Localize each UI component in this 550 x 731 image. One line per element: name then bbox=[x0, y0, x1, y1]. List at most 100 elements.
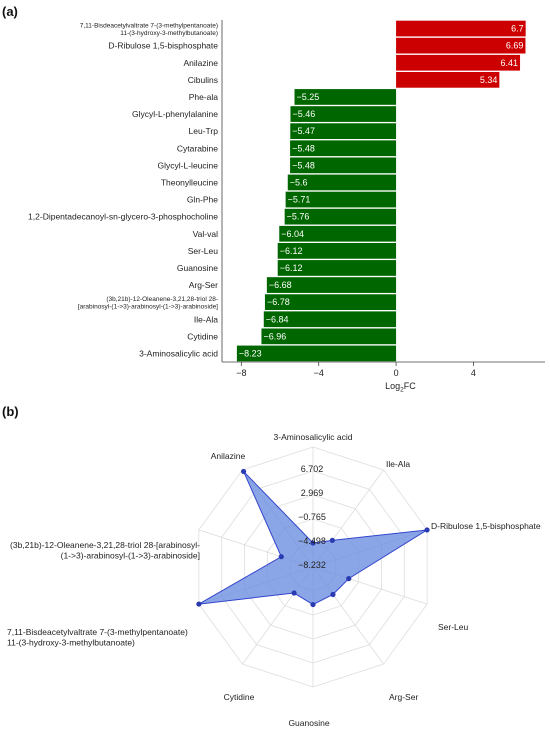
radar-axis-label: 11-(3-hydroxy-3-methylbutanoate) bbox=[7, 638, 135, 648]
bar-value-label: 6.7 bbox=[511, 24, 524, 34]
category-label: Cytarabine bbox=[177, 143, 218, 153]
category-label: Glycyl-L-leucine bbox=[158, 160, 219, 170]
bar bbox=[290, 140, 397, 157]
bar-value-label: −8.23 bbox=[239, 348, 262, 358]
category-label: Cytidine bbox=[187, 331, 218, 341]
x-tick-label: 0 bbox=[394, 368, 399, 378]
category-label: Ser-Leu bbox=[188, 246, 219, 256]
panel-b-label: (b) bbox=[2, 404, 19, 419]
radar-axis-label: (3b,21b)-12-Oleanene-3,21,28-triol 28-[a… bbox=[10, 540, 200, 550]
radar-data-point bbox=[310, 601, 316, 608]
x-axis-title: Log2FC bbox=[385, 381, 416, 394]
bar-value-label: −5.47 bbox=[292, 126, 315, 136]
radar-axis-label: (1->3)-arabinosyl-(1->3)-arabinoside] bbox=[61, 551, 200, 561]
radar-ring-label: −8.232 bbox=[298, 560, 326, 570]
radar-data-point bbox=[346, 576, 352, 582]
category-label: Arg-Ser bbox=[189, 280, 218, 290]
bar bbox=[396, 54, 521, 71]
category-label: Glycyl-L-phenylalanine bbox=[132, 109, 218, 119]
category-label: Val-val bbox=[193, 229, 218, 239]
radar-ring-label: 2.969 bbox=[301, 488, 324, 498]
radar-axis-label: 7,11-Bisdeacetylvaltrate 7-(3-methylpent… bbox=[7, 627, 188, 637]
radar-ring-label: −4.498 bbox=[298, 536, 326, 546]
bar bbox=[236, 345, 397, 362]
category-label: Gln-Phe bbox=[187, 195, 218, 205]
radar-data-point bbox=[240, 468, 247, 475]
bar bbox=[266, 277, 397, 293]
bar-value-label: −5.48 bbox=[292, 160, 315, 170]
category-label: Ile-Ala bbox=[194, 314, 218, 324]
bar-value-label: −6.96 bbox=[263, 331, 286, 341]
bar-value-label: −5.48 bbox=[292, 143, 315, 153]
radar-axis-label: Cytidine bbox=[224, 692, 255, 702]
bar bbox=[261, 328, 397, 345]
bar-value-label: −6.78 bbox=[267, 297, 290, 307]
bar bbox=[263, 311, 397, 328]
bar-value-label: −6.04 bbox=[281, 229, 304, 239]
bar bbox=[287, 174, 397, 191]
category-label: Cibulins bbox=[188, 75, 218, 85]
bar-value-label: 6.41 bbox=[501, 58, 519, 68]
radar-axis-label: D-Ribulose 1,5-bisphosphate bbox=[431, 521, 541, 531]
bar-value-label: 6.69 bbox=[506, 41, 524, 51]
bar-value-label: −5.46 bbox=[292, 109, 315, 119]
radar-axis-label: Ser-Leu bbox=[438, 622, 469, 632]
x-axis-title-subscript: 2 bbox=[400, 387, 404, 394]
radar-axis-label: 3-Aminosalicylic acid bbox=[274, 432, 353, 442]
category-label: 11-(3-hydroxy-3-methylbutanoate) bbox=[120, 30, 218, 37]
category-label: Leu-Trp bbox=[189, 126, 219, 136]
radar-axis-label: Guanosine bbox=[288, 718, 329, 728]
category-label: 7,11-Bisdeacetylvaltrate 7-(3-methylpent… bbox=[80, 23, 218, 30]
bar bbox=[396, 20, 526, 37]
bar bbox=[277, 242, 397, 259]
bar-value-label: −5.6 bbox=[290, 177, 308, 187]
category-label: (3b,21b)-12-Oleanene-3,21,28-triol 28- bbox=[106, 296, 218, 303]
category-label: Guanosine bbox=[177, 263, 218, 273]
category-label: [arabinosyl-(1->3)-arabinosyl-(1->3)-ara… bbox=[78, 304, 218, 311]
bar bbox=[290, 157, 397, 174]
bar-value-label: −6.84 bbox=[266, 314, 289, 324]
x-tick-label: −8 bbox=[236, 368, 246, 378]
radar-axis-label: Ile-Ala bbox=[386, 459, 410, 469]
bar-value-label: −6.12 bbox=[280, 246, 303, 256]
panel-a-label: (a) bbox=[2, 4, 18, 19]
category-label: D-Ribulose 1,5-bisphosphate bbox=[108, 41, 218, 51]
bar-value-label: 5.34 bbox=[480, 75, 498, 85]
category-label: 3-Aminosalicylic acid bbox=[139, 348, 218, 358]
bar bbox=[277, 260, 397, 276]
radar-axis-label: Anilazine bbox=[211, 451, 246, 461]
bar-value-label: −5.71 bbox=[288, 195, 311, 205]
bar bbox=[264, 294, 397, 311]
bar-value-label: −5.25 bbox=[297, 92, 320, 102]
bar bbox=[284, 208, 397, 225]
radar-data-point bbox=[424, 527, 430, 533]
radar-data-point bbox=[291, 590, 297, 596]
bar bbox=[396, 37, 526, 54]
radar-data-point bbox=[330, 591, 336, 598]
category-label: Theonylleucine bbox=[161, 177, 218, 187]
x-tick-label: 4 bbox=[471, 368, 476, 378]
bar-value-label: −6.68 bbox=[269, 280, 292, 290]
radar-data-point bbox=[196, 601, 202, 607]
x-axis-title-suffix: FC bbox=[404, 381, 416, 391]
bar-value-label: −5.76 bbox=[287, 212, 310, 222]
bar bbox=[290, 123, 397, 140]
category-label: Anilazine bbox=[184, 58, 219, 68]
radar-chart: 6.702 2.969 −0.765 −4.498 −8.232 3-Aminosalic… bbox=[7, 432, 541, 728]
bar bbox=[290, 106, 397, 122]
radar-ring-label: −0.765 bbox=[298, 512, 326, 522]
radar-data-point bbox=[278, 554, 284, 560]
bar bbox=[279, 225, 397, 242]
x-axis-title-main: Log bbox=[385, 381, 400, 391]
radar-data-point bbox=[329, 537, 335, 543]
x-tick-label: −4 bbox=[314, 368, 324, 378]
radar-data-point bbox=[310, 540, 316, 546]
bar-chart: 6.7 7,11-Bisdeacetylvaltrate 7-(3-methylp… bbox=[28, 20, 545, 394]
bar-value-label: −6.12 bbox=[280, 263, 303, 273]
radar-ring-label: 6.702 bbox=[301, 464, 324, 474]
category-label: 1,2-Dipentadecanoyl-sn-glycero-3-phospho… bbox=[28, 212, 218, 222]
radar-axis-label: Arg-Ser bbox=[389, 692, 418, 702]
bar bbox=[294, 89, 397, 105]
bar bbox=[396, 71, 500, 88]
